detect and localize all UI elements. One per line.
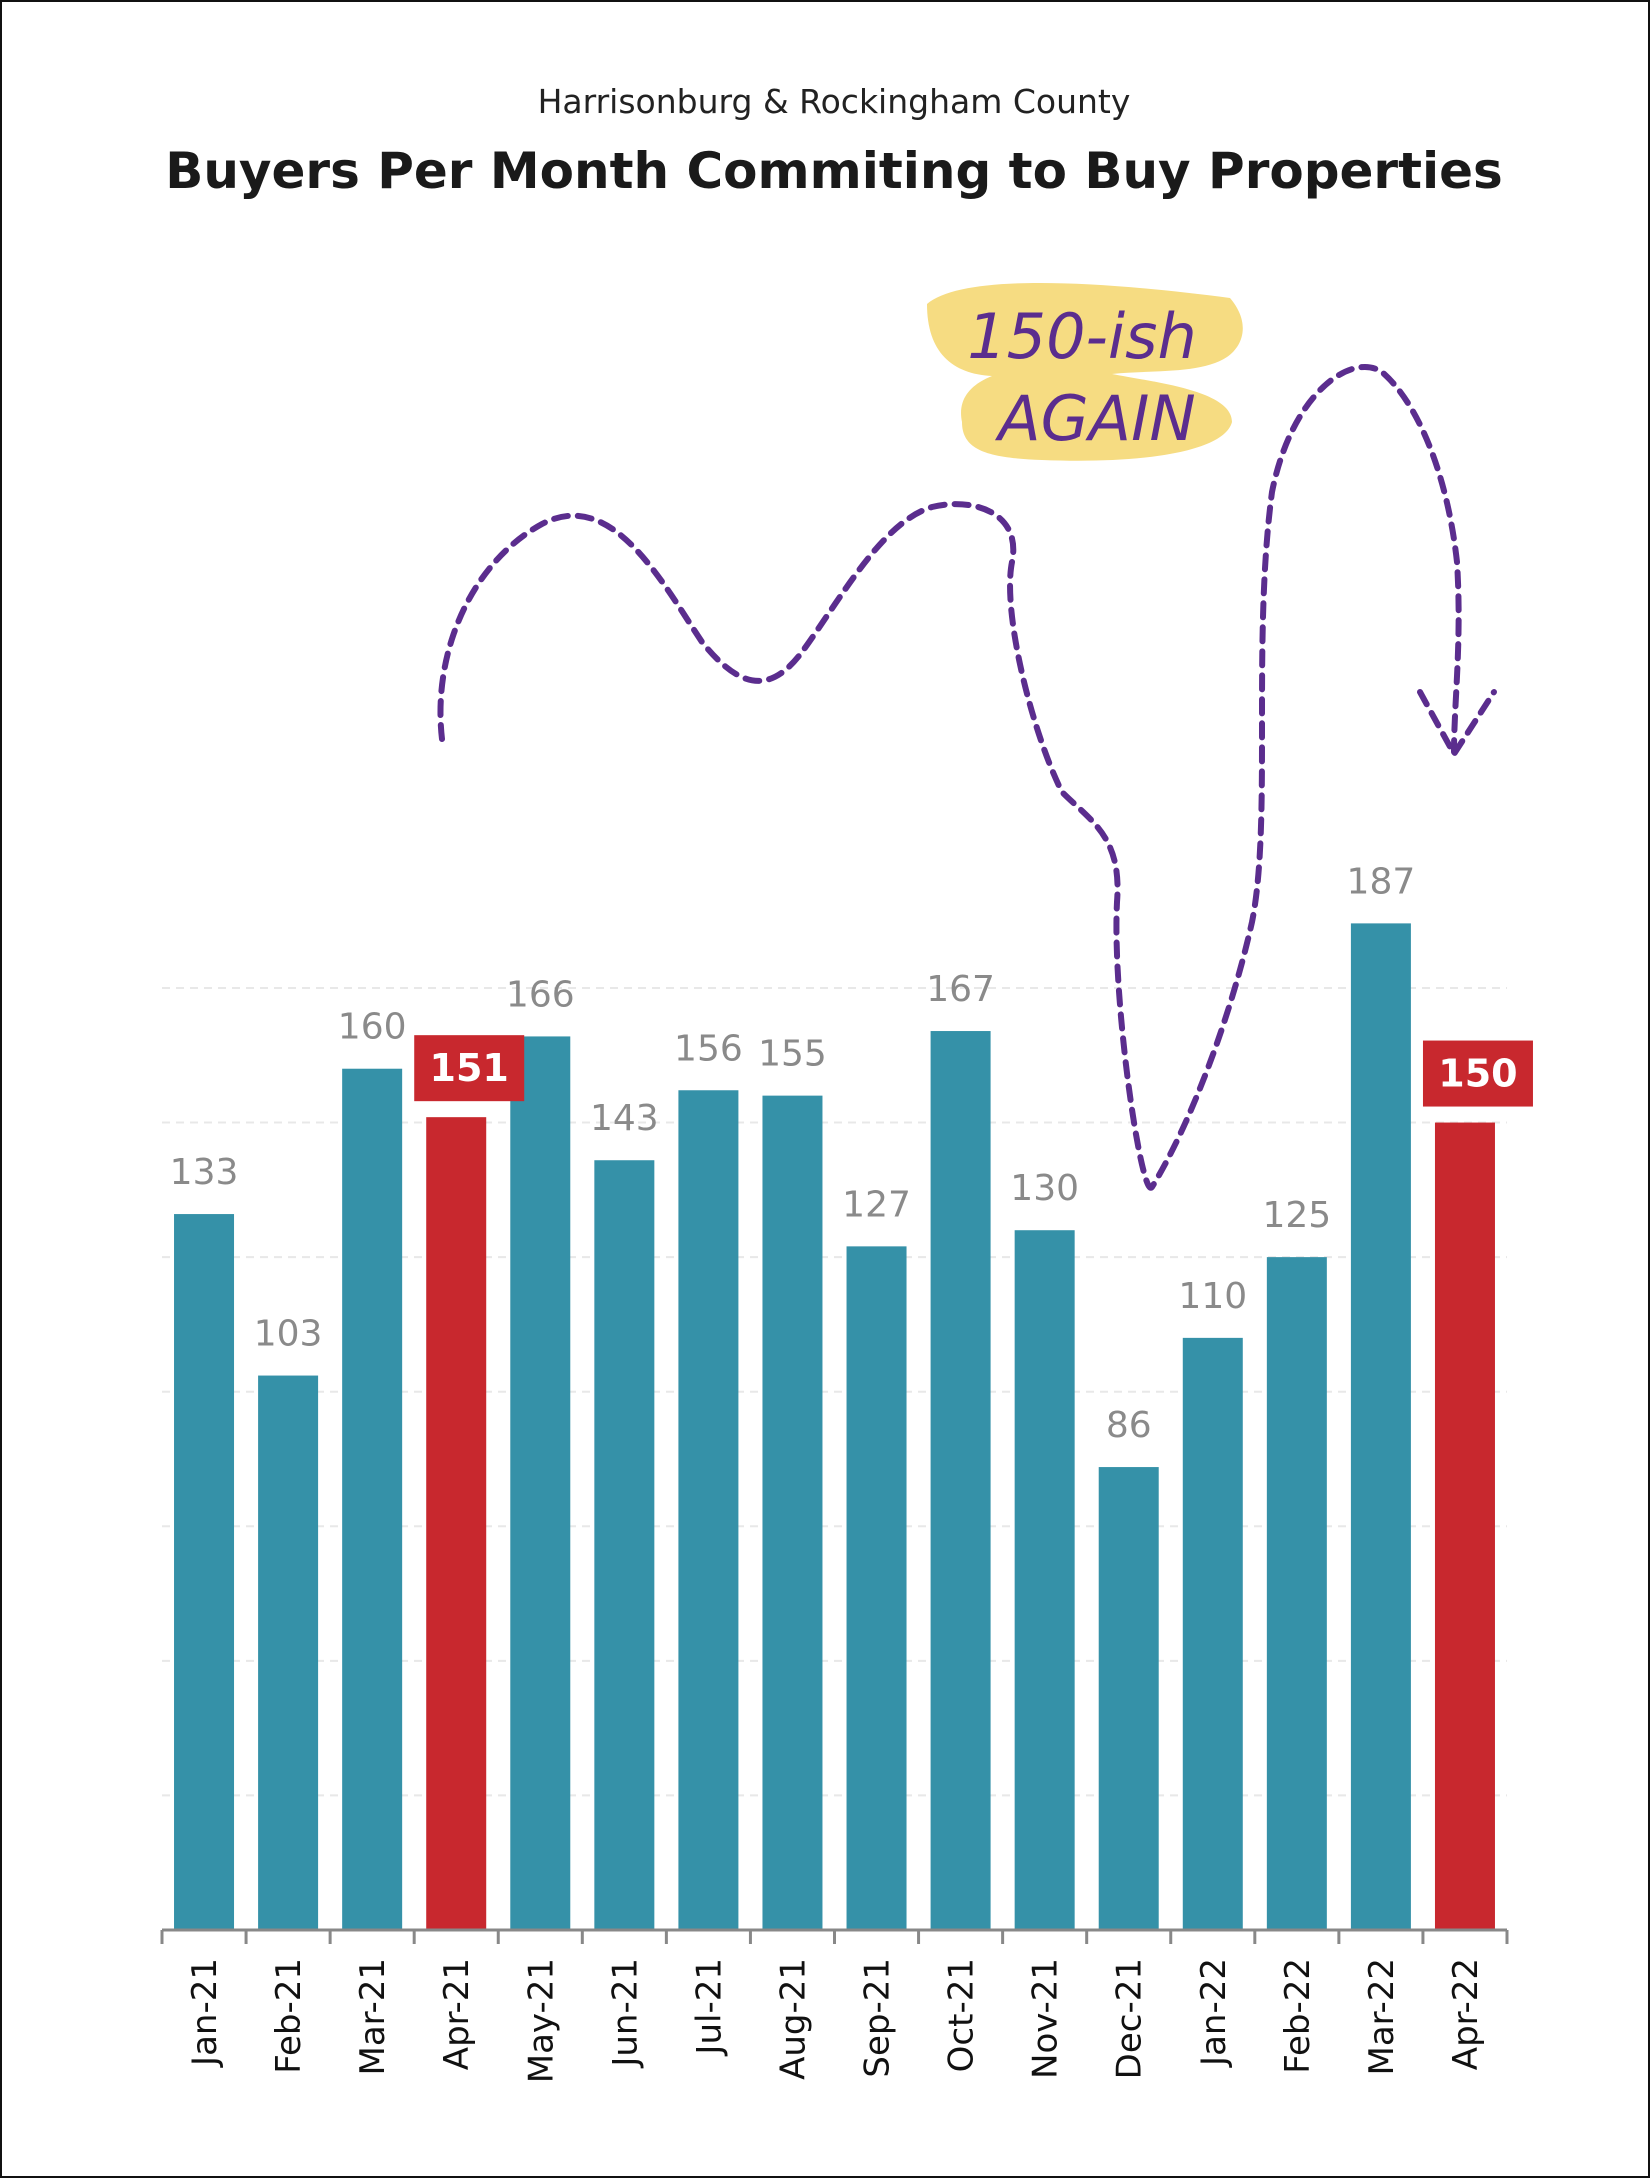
annotation: 150-ish AGAIN (437, 283, 1497, 1191)
annotation-arrowhead (1417, 689, 1497, 760)
x-tick-label: Jun-21 (605, 1958, 645, 2069)
annotation-highlight (927, 283, 1243, 461)
value-label: 151 (430, 1046, 509, 1090)
value-label: 143 (590, 1098, 659, 1139)
bar-dec-21 (1098, 1467, 1159, 1930)
x-tick-label: Oct-21 (942, 1958, 982, 2072)
bar-mar-21 (342, 1068, 403, 1930)
x-tick-label: Nov-21 (1026, 1958, 1066, 2079)
value-label: 110 (1178, 1276, 1247, 1317)
value-label: 125 (1262, 1195, 1331, 1236)
value-label: 155 (758, 1034, 827, 1075)
bar-apr-22 (1434, 1122, 1495, 1930)
value-label: 167 (926, 969, 995, 1010)
bar-feb-21 (258, 1375, 319, 1930)
value-label-box (1422, 1040, 1533, 1107)
x-tick-label: Sep-21 (858, 1958, 898, 2078)
x-tick-label: Aug-21 (773, 1958, 813, 2080)
bar-may-21 (510, 1036, 571, 1930)
value-label: 156 (674, 1028, 743, 1069)
bar-sep-21 (846, 1246, 907, 1930)
x-tick-label: Feb-22 (1278, 1958, 1318, 2074)
x-tick-label: Apr-21 (437, 1958, 477, 2070)
annotation-line-2: AGAIN (994, 382, 1196, 455)
x-tick-label: Jan-22 (1194, 1958, 1234, 2068)
annotation-line-1: 150-ish (967, 300, 1197, 373)
bars (174, 923, 1495, 1930)
value-labels: 133 103 160 151 166 143 156 155 127 167 130 86 110 12… (170, 861, 1533, 1446)
chart-subtitle: Harrisonburg & Rockingham County (538, 82, 1131, 121)
bar-mar-22 (1350, 923, 1411, 1930)
x-tick-label: Jan-21 (185, 1958, 225, 2068)
x-tick-label: Jul-21 (689, 1958, 729, 2057)
bar-apr-21 (426, 1117, 487, 1930)
value-label: 166 (506, 974, 575, 1015)
bar-jun-21 (594, 1160, 655, 1930)
bar-jul-21 (678, 1090, 739, 1930)
bar-jan-21 (174, 1214, 235, 1930)
x-tick-label: May-21 (521, 1958, 561, 2083)
bar-jan-22 (1182, 1337, 1243, 1930)
x-tick-label: Dec-21 (1110, 1958, 1150, 2079)
x-tick-label: Mar-21 (353, 1958, 393, 2076)
bar-oct-21 (930, 1031, 991, 1930)
value-label: 187 (1347, 861, 1416, 902)
value-label-box (414, 1035, 525, 1102)
bar-feb-22 (1266, 1257, 1327, 1930)
chart-title: Buyers Per Month Commiting to Buy Proper… (165, 142, 1503, 200)
value-label: 86 (1106, 1405, 1152, 1446)
bar-nov-21 (1014, 1230, 1075, 1930)
x-tick-label: Mar-22 (1362, 1958, 1402, 2076)
x-tick-label: Feb-21 (269, 1958, 309, 2074)
value-label: 127 (842, 1184, 911, 1225)
value-label: 133 (170, 1152, 239, 1193)
x-tick-label: Apr-22 (1446, 1958, 1486, 2070)
value-label: 150 (1438, 1052, 1517, 1096)
annotation-curve (437, 364, 1462, 1191)
bar-aug-21 (762, 1095, 823, 1930)
value-label: 103 (254, 1314, 323, 1355)
value-label: 160 (338, 1007, 407, 1048)
x-axis: Jan-21 Feb-21 Mar-21 Apr-21 May-21 Jun-21 Jul-… (160, 1928, 1509, 2083)
value-label: 130 (1010, 1168, 1079, 1209)
